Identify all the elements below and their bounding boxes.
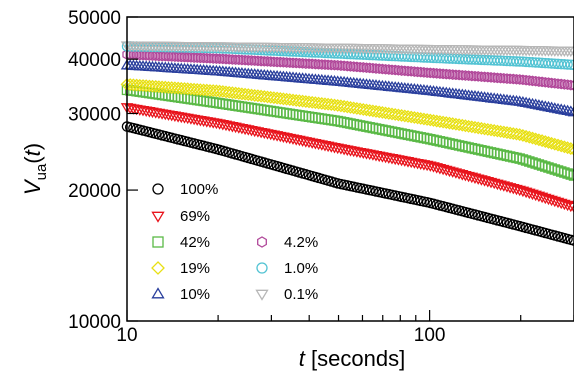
y-tick-label: 40000 xyxy=(68,50,121,71)
legend-marker xyxy=(151,211,165,223)
data-point xyxy=(569,80,574,91)
legend-label: 10% xyxy=(180,286,210,303)
legend-entry: 42% xyxy=(152,234,210,251)
data-point xyxy=(564,142,574,156)
data-point xyxy=(568,170,574,181)
legend-label: 19% xyxy=(180,260,210,277)
data-point xyxy=(565,59,574,70)
series-1 xyxy=(121,121,574,246)
x-axis-title: t [seconds] xyxy=(299,346,405,371)
legend-label: 0.1% xyxy=(284,286,318,303)
data-point xyxy=(568,59,574,71)
series-5 xyxy=(120,59,574,117)
data-point xyxy=(562,59,573,70)
series-4 xyxy=(120,77,574,156)
legend-entry: 4.2% xyxy=(257,234,318,251)
series-3 xyxy=(121,84,574,181)
legend-label: 42% xyxy=(180,234,210,251)
x-axis-tick-labels: 10 100 xyxy=(116,325,445,346)
plot-points xyxy=(120,41,574,246)
legend-marker xyxy=(256,262,268,274)
legend-label: 69% xyxy=(180,208,210,225)
legend-marker xyxy=(151,287,165,299)
series-2 xyxy=(120,103,574,214)
legend-label: 100% xyxy=(180,181,218,198)
legend-marker xyxy=(152,236,164,248)
data-point xyxy=(529,98,542,109)
y-tick-label: 30000 xyxy=(68,104,121,125)
plot-frame xyxy=(126,16,574,322)
legend-marker xyxy=(255,289,269,301)
legend: 100% 69% 42% 19% 10% 4.2% 1.0% 0.1% xyxy=(151,181,318,303)
y-axis-title: Vua(t) xyxy=(20,143,50,195)
series-8 xyxy=(120,41,574,58)
legend-marker xyxy=(257,236,267,248)
x-tick-label: 100 xyxy=(414,325,446,346)
data-point xyxy=(567,105,574,117)
x-tick-label: 10 xyxy=(116,325,137,346)
legend-entry: 100% xyxy=(152,181,218,198)
data-point xyxy=(561,104,574,116)
legend-entry: 69% xyxy=(151,208,210,225)
y-tick-label: 10000 xyxy=(68,312,121,333)
data-point xyxy=(567,202,574,214)
data-point xyxy=(565,169,574,180)
legend-entry: 19% xyxy=(151,260,210,277)
data-point xyxy=(568,235,574,246)
data-point xyxy=(566,79,574,91)
y-axis-ticks xyxy=(127,16,138,322)
legend-label: 1.0% xyxy=(284,260,318,277)
data-point xyxy=(562,168,573,179)
data-point xyxy=(567,46,574,58)
legend-entry: 10% xyxy=(151,286,210,303)
legend-entry: 1.0% xyxy=(256,260,318,277)
legend-label: 4.2% xyxy=(284,234,318,251)
series-6 xyxy=(122,49,574,91)
x-axis-ticks xyxy=(126,310,574,321)
legend-entry: 0.1% xyxy=(255,286,318,303)
y-tick-label: 50000 xyxy=(68,8,121,29)
y-axis-tick-labels: 10000 20000 30000 40000 50000 xyxy=(68,8,121,333)
y-tick-label: 20000 xyxy=(68,181,121,202)
data-point xyxy=(545,101,558,112)
legend-marker xyxy=(151,261,165,275)
legend-marker xyxy=(152,183,164,195)
data-point xyxy=(567,142,574,156)
